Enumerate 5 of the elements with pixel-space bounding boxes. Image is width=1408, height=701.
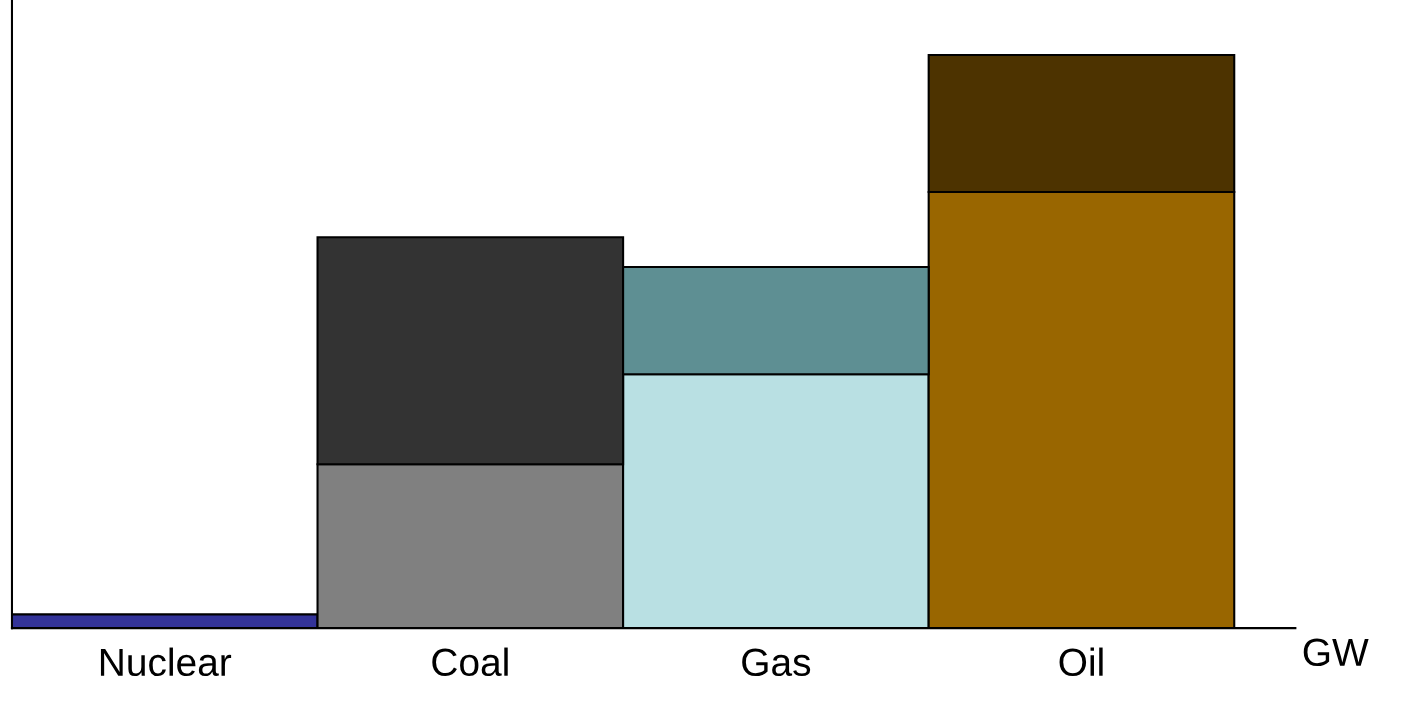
x-tick-label: Coal	[432, 647, 508, 677]
x-tick-label: Nuclear	[100, 647, 232, 677]
x-axis-title: GW	[1303, 638, 1369, 667]
x-tick-label: Oil	[1059, 647, 1103, 677]
x-tick-label: Gas	[742, 648, 811, 677]
